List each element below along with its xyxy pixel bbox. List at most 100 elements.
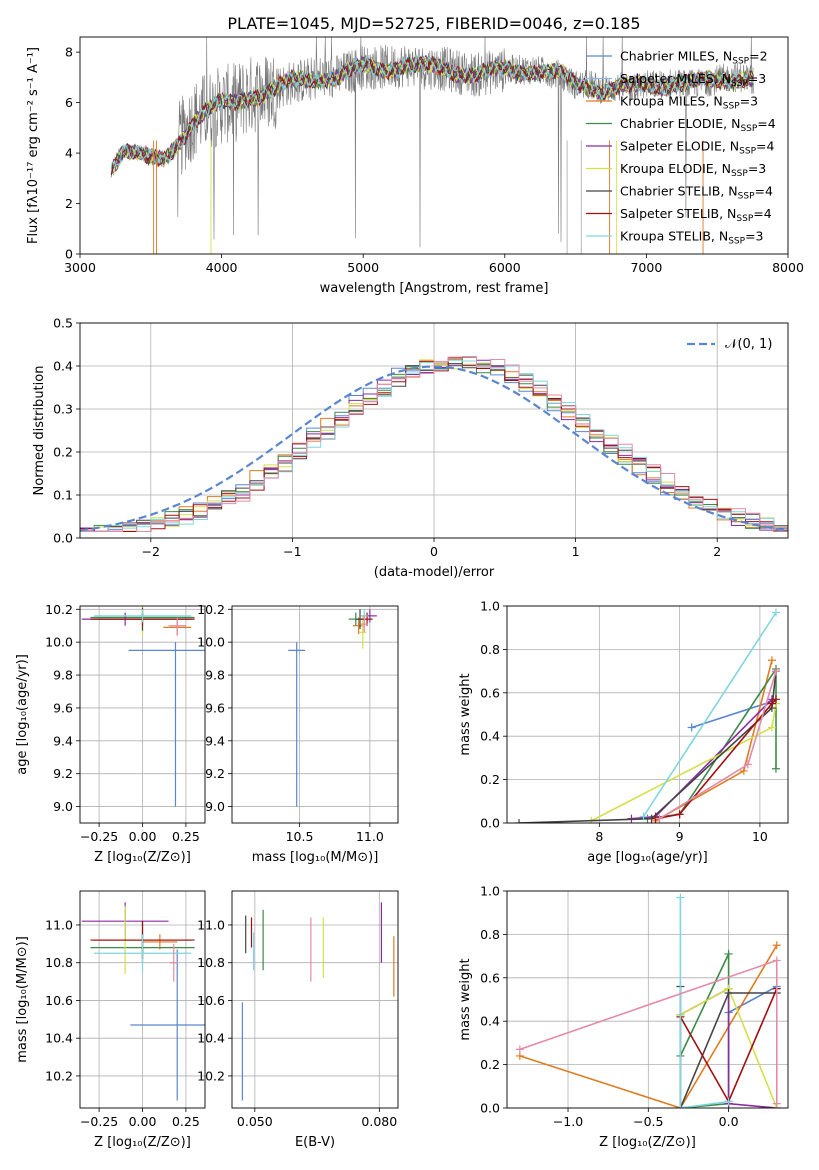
y-tick-label: 10.6 <box>197 993 225 1008</box>
x-tick-label: 3000 <box>64 260 96 275</box>
weight-line-pink <box>659 670 777 820</box>
y-tick-label: 10.0 <box>45 635 73 650</box>
weight-line-kroupa-stelib <box>679 897 729 1108</box>
y-tick-label: 0.5 <box>53 316 73 331</box>
point-marker <box>676 1104 685 1108</box>
point-marker <box>771 695 780 704</box>
axes-frame <box>231 890 399 1109</box>
point-marker <box>767 723 776 732</box>
y-tick-label: 9.6 <box>205 700 225 715</box>
y-tick-label: 0.1 <box>53 488 73 503</box>
x-tick-label: 9 <box>676 829 684 844</box>
panel-mass-vs-ebv: 0.050 0.080 10.2 10.4 10.6 10.8 11.0 E(B-V) <box>197 890 399 1150</box>
panel-age-vs-mass: 10.5 11.0 9.0 9.2 9.4 9.6 9.8 10.0 10.2 mass [log… <box>197 602 399 865</box>
panel-mass-vs-Z: −0.25 0.00 0.25 10.2 10.4 10.6 10.8 11.0 Z [log₁… <box>15 890 206 1150</box>
x-tick-label: −2 <box>142 544 160 559</box>
gaussian-reference-line <box>80 365 788 532</box>
x-axis-label: Z [log₁₀(Z/Z⊙)] <box>94 1135 191 1150</box>
legend-entry: Kroupa STELIB, NSSP=3 <box>620 229 764 247</box>
y-tick-label: 9.6 <box>53 700 73 715</box>
point-marker <box>515 1045 524 1054</box>
x-axis-label: Z [log₁₀(Z/Z⊙)] <box>94 850 191 865</box>
plot-area <box>288 609 377 807</box>
y-tick-label: 0.2 <box>480 1057 500 1072</box>
axes-frame <box>79 36 789 255</box>
x-tick-label: 0.25 <box>172 1114 200 1129</box>
point-marker <box>675 810 684 819</box>
x-tick-label: 5000 <box>347 260 379 275</box>
legend-entry: Chabrier MILES, NSSP=2 <box>620 49 768 67</box>
y-axis-label: Flux [fλ10⁻¹⁷ erg cm⁻² s⁻¹ A⁻¹] <box>26 47 41 244</box>
weight-line-kroupa-miles <box>519 944 778 1108</box>
plot-area <box>81 606 205 807</box>
axes-frame <box>79 605 206 824</box>
x-tick-label: −1 <box>283 544 301 559</box>
y-tick-label: 10.2 <box>45 1068 73 1083</box>
weight-line-salpeter-elodie <box>631 698 773 820</box>
plot-area <box>80 356 788 532</box>
weight-line-chabrier-stelib <box>518 671 777 823</box>
point-marker <box>739 766 748 775</box>
panel-weight-vs-age: 8 9 10 0.0 0.2 0.4 0.6 0.8 1.0 age [log₁₀(age/yr)… <box>458 599 789 865</box>
y-tick-label: 11.0 <box>197 917 225 932</box>
x-tick-label: −0.25 <box>80 1114 118 1129</box>
point-marker <box>724 949 733 958</box>
x-axis-label: Z [log₁₀(Z/Z⊙)] <box>599 1135 696 1150</box>
x-tick-label: 0.00 <box>129 829 157 844</box>
panel-weight-vs-Z: −1.0 −0.5 0.0 0.0 0.2 0.4 0.6 0.8 1.0 Z [log₁₀(Z/… <box>458 884 789 1150</box>
point-marker <box>772 1099 781 1108</box>
x-tick-label: 8 <box>595 829 603 844</box>
axes-frame <box>231 605 399 824</box>
y-tick-label: 9.8 <box>53 668 73 683</box>
axes-frame <box>79 890 206 1109</box>
point-marker <box>772 941 781 950</box>
x-axis-label: wavelength [Angstrom, rest frame] <box>320 281 549 296</box>
y-tick-label: 0.0 <box>480 1101 500 1116</box>
panel-spectrum: 3000 4000 5000 6000 7000 8000 0 2 4 6 8 Chabrier MI… <box>26 36 804 296</box>
plot-area <box>241 902 395 1101</box>
plot-area <box>515 608 780 823</box>
x-tick-label: 0.25 <box>172 829 200 844</box>
y-tick-label: 1.0 <box>480 884 500 899</box>
x-tick-label: 11.0 <box>356 829 384 844</box>
y-axis-label: mass weight <box>458 958 473 1040</box>
x-tick-label: 7000 <box>630 260 662 275</box>
model-line-kroupa-elodie <box>110 56 754 175</box>
model-line-chabrier-stelib <box>110 56 754 176</box>
y-tick-label: 0 <box>65 247 73 262</box>
x-tick-label: 4000 <box>206 260 238 275</box>
point-marker <box>676 893 685 902</box>
y-tick-label: 10.4 <box>45 1031 73 1046</box>
y-axis-label: mass [log₁₀(M/M⊙)] <box>15 936 30 1063</box>
x-tick-label: 0.050 <box>237 1114 273 1129</box>
y-tick-label: 10.0 <box>197 635 225 650</box>
y-tick-label: 9.4 <box>53 733 73 748</box>
y-tick-label: 0.2 <box>480 772 500 787</box>
y-tick-label: 0.4 <box>480 729 500 744</box>
legend-entry: Salpeter MILES, NSSP=3 <box>620 71 766 89</box>
weight-line-chabrier-elodie <box>647 666 777 820</box>
x-axis-label: E(B-V) <box>295 1135 335 1150</box>
y-axis-label: age [log₁₀(age/yr)] <box>15 654 30 775</box>
point-marker <box>724 988 733 997</box>
legend-entry: Salpeter ELODIE, NSSP=4 <box>620 139 775 157</box>
observed-spectrum-line <box>110 37 755 248</box>
x-tick-label: −0.25 <box>80 829 118 844</box>
y-tick-label: 8 <box>65 45 73 60</box>
figure-title: PLATE=1045, MJD=52725, FIBERID=0046, z=0… <box>227 14 640 33</box>
point-marker <box>771 667 780 676</box>
plot-area <box>515 893 781 1108</box>
y-tick-label: 9.2 <box>205 766 225 781</box>
legend-entry: Chabrier STELIB, NSSP=4 <box>620 184 773 202</box>
point-marker <box>767 656 776 665</box>
x-tick-label: 1 <box>572 544 580 559</box>
axes-frame <box>506 890 789 1109</box>
y-tick-label: 0.8 <box>480 927 500 942</box>
y-tick-label: 2 <box>65 196 73 211</box>
y-tick-label: 0.6 <box>480 685 500 700</box>
x-tick-label: 10.5 <box>286 829 314 844</box>
y-tick-label: 1.0 <box>480 599 500 614</box>
legend-entry: 𝒩(0, 1) <box>725 337 772 352</box>
plot-area <box>110 37 755 254</box>
